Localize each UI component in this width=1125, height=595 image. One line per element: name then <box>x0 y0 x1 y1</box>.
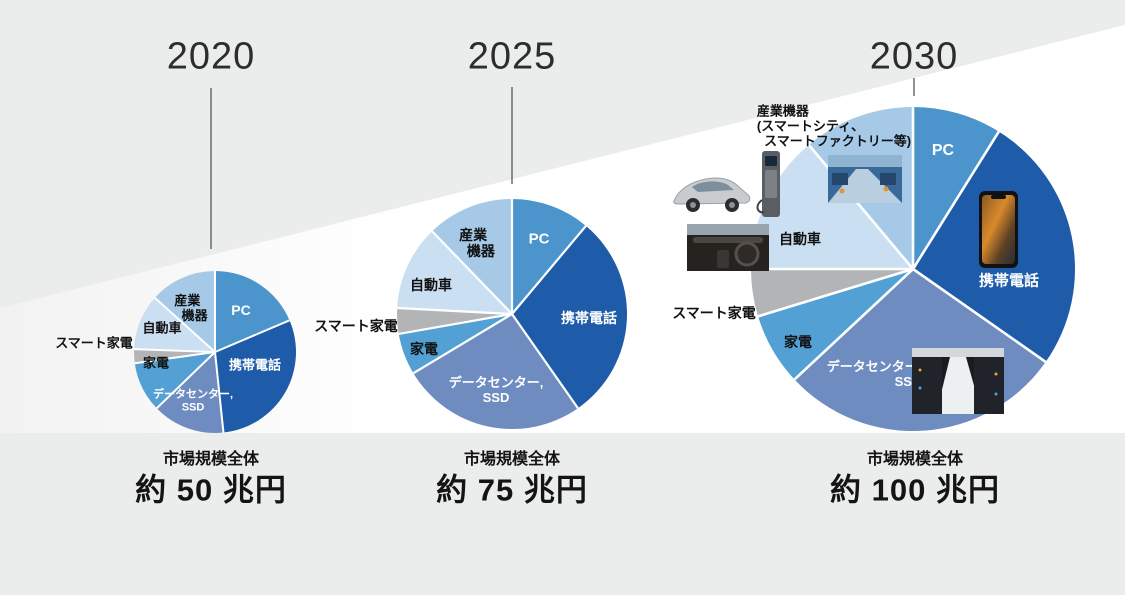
year-label-2030: 2030 <box>869 35 959 78</box>
slice-label-datacenter-2030: データセンター, SSD <box>826 359 922 389</box>
slice-label-mobile-2030: 携帯電話 <box>978 272 1040 290</box>
pie-2020 <box>134 88 297 433</box>
slice-label-pc-2020: PC <box>231 301 251 318</box>
datacenter-photo <box>912 348 1004 414</box>
pie-2020-slice-industrial <box>154 271 215 352</box>
slice-label-car-2020: 自動車 <box>142 320 182 336</box>
slice-divider <box>757 267 914 318</box>
pie-2020-slice-appliance <box>134 352 215 409</box>
slice-divider <box>214 319 290 353</box>
slice-label-appliance-2020: 家電 <box>142 355 170 371</box>
pie-2025-slice-appliance <box>398 314 512 374</box>
slice-label-mobile-2020: 携帯電話 <box>228 357 282 373</box>
slice-divider <box>156 351 216 409</box>
slice-divider <box>912 267 1047 363</box>
pie-2030-slice-car <box>751 144 913 269</box>
slice-label-smart-appliance-2030: スマート家電 <box>672 304 756 321</box>
slice-divider <box>398 312 513 336</box>
pie-2020-slice-datacenter <box>156 352 224 433</box>
market-caption-2025: 市場規模全体 <box>463 451 561 468</box>
market-value-2025: 約 75 兆円 <box>436 472 588 508</box>
slice-label-pc-2030: PC <box>931 141 955 159</box>
pie-2025-slice-mobile <box>512 225 628 409</box>
dashboard-photo <box>687 224 769 271</box>
slice-divider <box>397 306 513 316</box>
slice-divider <box>214 351 225 433</box>
slice-divider <box>511 225 587 315</box>
market-value-2020: 約 50 兆円 <box>135 472 287 508</box>
slice-label-smart-appliance-2025: スマート家電 <box>314 317 398 334</box>
pie-2020-slice-pc <box>215 271 290 352</box>
smartphone-photo <box>979 191 1018 268</box>
pie-2030-slice-pc <box>913 107 999 269</box>
slice-label-industrial-2025: 産業 機器 <box>459 226 495 259</box>
pie-2025-slice-datacenter <box>413 314 578 429</box>
slice-label-industrial-2030: 産業機器 (スマートシティ、 スマートファクトリー等) <box>756 103 912 149</box>
slice-divider <box>793 268 914 381</box>
car-photo <box>668 163 754 218</box>
slice-label-mobile-2025: 携帯電話 <box>561 309 617 326</box>
slice-label-car-2030: 自動車 <box>779 230 821 247</box>
pie-2025-slice-pc <box>512 199 586 314</box>
year-label-2020: 2020 <box>166 35 256 78</box>
slice-divider <box>807 144 914 270</box>
slice-label-datacenter-2020: データセンター, SSD <box>152 388 234 413</box>
slice-divider <box>134 351 216 365</box>
slice-label-appliance-2030: 家電 <box>784 333 812 350</box>
slice-divider <box>511 313 579 409</box>
pie-2025 <box>397 87 628 429</box>
factory-photo <box>828 155 902 203</box>
market-caption-2030: 市場規模全体 <box>866 451 964 468</box>
slice-divider <box>154 297 216 353</box>
year-label-2025: 2025 <box>467 35 557 78</box>
slice-label-appliance-2025: 家電 <box>410 340 438 357</box>
slice-label-car-2025: 自動車 <box>410 276 452 293</box>
slice-divider <box>134 348 216 353</box>
market-value-2030: 約 100 兆円 <box>830 472 1000 508</box>
pie-2025-slice-car <box>397 231 512 314</box>
slice-label-smart-appliance-2020: スマート家電 <box>55 335 133 351</box>
pie-2025-slice-industrial <box>432 199 512 314</box>
slice-label-datacenter-2025: データセンター, SSD <box>448 375 544 405</box>
pie-2020-slice-car <box>134 297 215 352</box>
pie-2030-slice-appliance <box>758 269 913 380</box>
pie-2025-slice-smart_appliance <box>397 307 512 334</box>
slice-divider <box>431 230 513 315</box>
ev-charger-photo <box>756 150 786 220</box>
market-caption-2020: 市場規模全体 <box>162 451 260 468</box>
slice-divider <box>412 313 513 375</box>
pie-2020-slice-mobile <box>215 320 297 433</box>
slice-label-pc-2025: PC <box>528 230 550 248</box>
slice-divider <box>911 130 1000 270</box>
slice-label-industrial-2020: 産業 機器 <box>174 293 208 323</box>
